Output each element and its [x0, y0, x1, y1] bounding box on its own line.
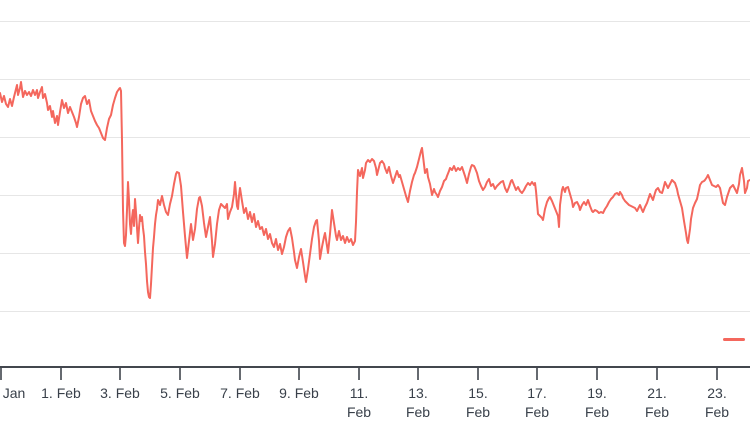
x-axis-tick: [536, 368, 538, 380]
x-axis-label-line: 1. Feb: [41, 385, 81, 401]
gridline: [0, 311, 750, 312]
x-axis-tick: [119, 368, 121, 380]
gridline: [0, 137, 750, 138]
x-axis-label-line: Feb: [704, 404, 730, 420]
gridline: [0, 21, 750, 22]
x-axis-label: 23. Feb: [705, 384, 729, 422]
gridline: [0, 195, 750, 196]
x-axis-label: Jan: [3, 384, 26, 403]
x-axis-label-line: 11.: [349, 385, 369, 401]
x-axis-tick: [596, 368, 598, 380]
x-axis-label-line: 7. Feb: [220, 385, 260, 401]
legend-marker[interactable]: [723, 338, 745, 341]
x-axis-label-line: 3. Feb: [100, 385, 140, 401]
x-axis-label-line: 21.: [647, 385, 667, 401]
x-axis-tick: [0, 368, 2, 380]
x-axis-label-line: Feb: [644, 404, 670, 420]
x-axis-label: 19. Feb: [585, 384, 609, 422]
x-axis-tick: [298, 368, 300, 380]
gridline: [0, 253, 750, 254]
x-axis-label-line: 13.: [408, 385, 428, 401]
x-axis-label-line: Feb: [346, 404, 372, 420]
x-axis-label-line: 9. Feb: [279, 385, 319, 401]
x-axis-tick: [358, 368, 360, 380]
x-axis-label-line: 5. Feb: [160, 385, 200, 401]
x-axis-label-line: Feb: [584, 404, 610, 420]
x-axis-label: 15. Feb: [466, 384, 490, 422]
x-axis-label-line: Feb: [524, 404, 550, 420]
plot-area[interactable]: [0, 0, 750, 367]
gridline: [0, 79, 750, 80]
series-path: [0, 81, 750, 299]
x-axis-tick: [477, 368, 479, 380]
x-axis-label: 5. Feb: [160, 384, 200, 403]
x-axis-label-line: 19.: [587, 385, 607, 401]
x-axis-label: 11. Feb: [347, 384, 371, 422]
x-axis-label: 13. Feb: [406, 384, 430, 422]
x-axis-tick: [716, 368, 718, 380]
x-axis-label-line: Feb: [405, 404, 431, 420]
x-axis-label-line: 23.: [707, 385, 727, 401]
x-axis-label: 1. Feb: [41, 384, 81, 403]
x-axis-tick: [417, 368, 419, 380]
x-axis-tick: [239, 368, 241, 380]
x-axis-tick: [656, 368, 658, 380]
x-axis-label: 7. Feb: [220, 384, 260, 403]
x-axis-label: 17. Feb: [525, 384, 549, 422]
x-axis-line: [0, 366, 750, 368]
x-axis-tick: [179, 368, 181, 380]
x-axis-label-line: Jan: [2, 385, 26, 401]
x-axis-label: 3. Feb: [100, 384, 140, 403]
x-axis-label-line: 17.: [527, 385, 547, 401]
x-axis-label: 9. Feb: [279, 384, 319, 403]
x-axis-label: 21. Feb: [645, 384, 669, 422]
x-axis-label-line: 15.: [468, 385, 488, 401]
x-axis-tick: [60, 368, 62, 380]
x-axis-label-line: Feb: [465, 404, 491, 420]
